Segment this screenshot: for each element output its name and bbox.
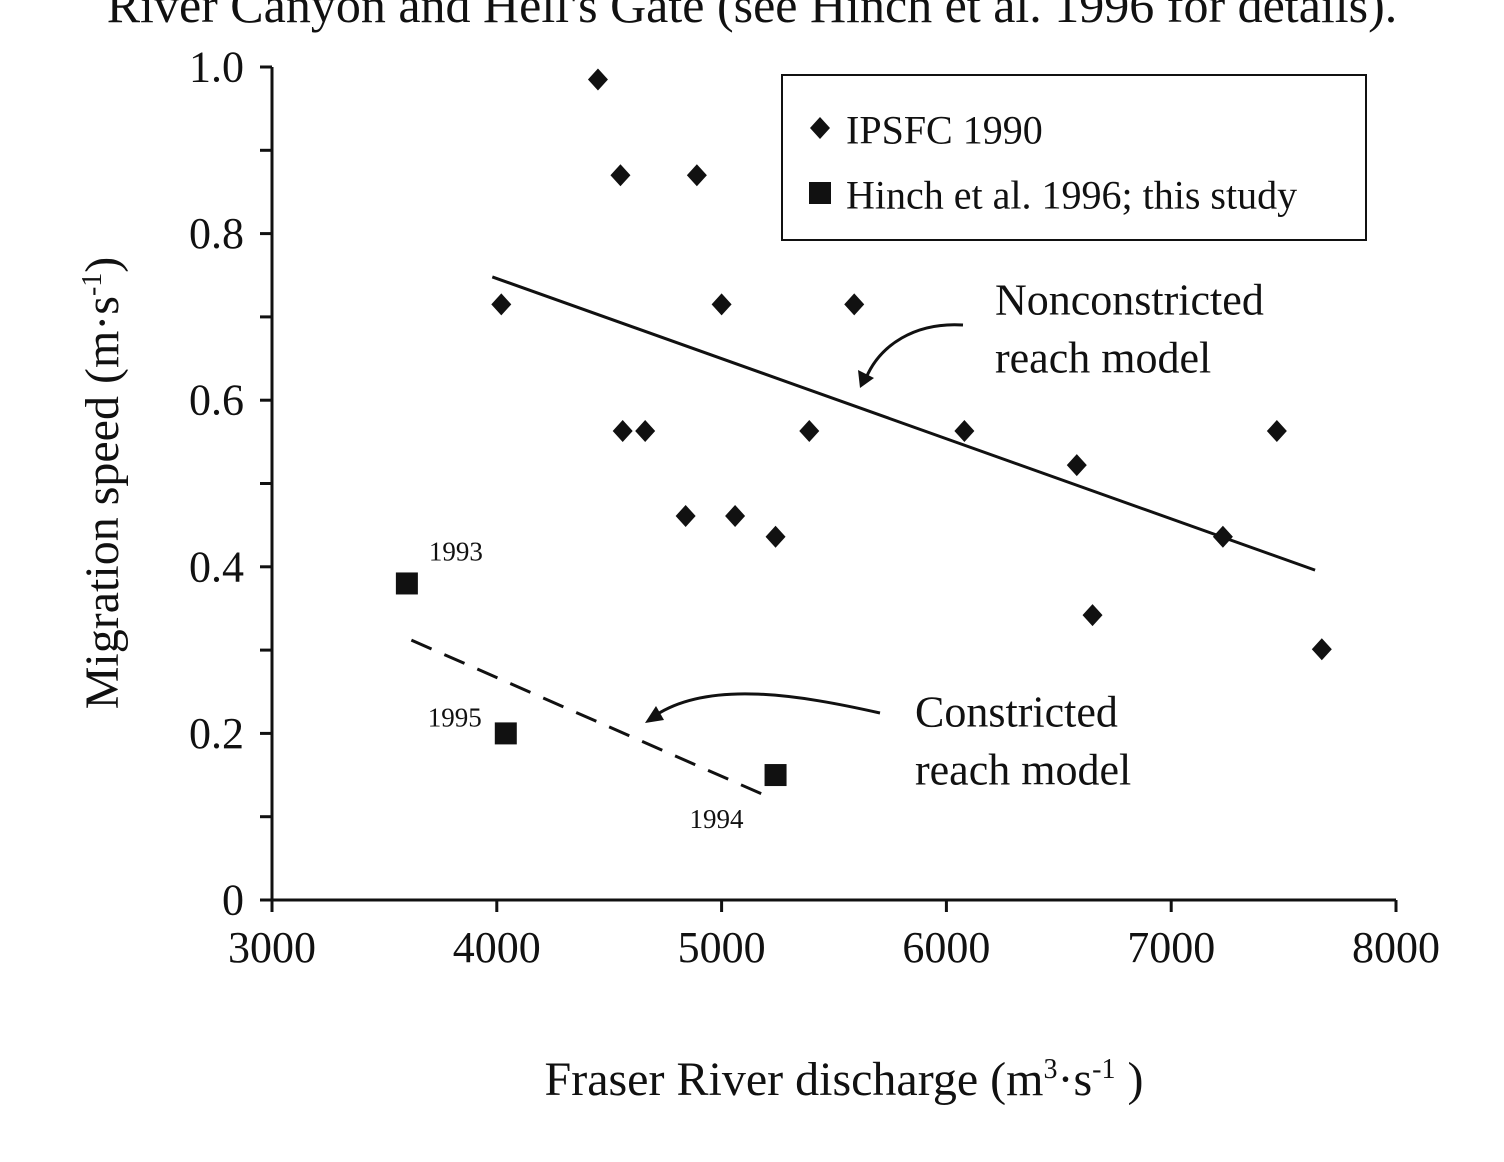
annotation: reach model bbox=[995, 334, 1211, 383]
annotation-arrow bbox=[864, 323, 964, 379]
x-axis-label-part: ) bbox=[1115, 1053, 1143, 1106]
diamond-marker bbox=[799, 420, 820, 443]
y-tick-label: 0.6 bbox=[189, 376, 244, 425]
diamond-marker bbox=[686, 164, 707, 187]
x-tick-label: 3000 bbox=[228, 923, 316, 972]
y-axis-label-part: ) bbox=[76, 257, 129, 273]
diamond-marker bbox=[1066, 454, 1087, 477]
x-tick-label: 8000 bbox=[1352, 923, 1440, 972]
x-tick-label: 7000 bbox=[1127, 923, 1215, 972]
x-tick-label: 5000 bbox=[678, 923, 766, 972]
y-axis-label: Migration speed (m·s-1) bbox=[76, 257, 129, 710]
diamond-marker bbox=[711, 293, 732, 316]
point-label: 1994 bbox=[690, 804, 745, 834]
point-label: 1995 bbox=[428, 702, 482, 732]
diamond-marker bbox=[610, 164, 631, 187]
diamond-marker bbox=[1212, 525, 1233, 548]
legend-box bbox=[781, 74, 1367, 241]
diamond-marker bbox=[1311, 638, 1332, 661]
y-tick-label: 1.0 bbox=[189, 43, 244, 92]
x-axis-label: Fraser River discharge (m3·s-1 ) bbox=[545, 1053, 1144, 1106]
x-axis-label-part: 3 bbox=[1043, 1054, 1057, 1085]
diamond-marker bbox=[765, 525, 786, 548]
x-axis-label-part: ·s bbox=[1057, 1053, 1092, 1106]
y-tick-label: 0.2 bbox=[189, 709, 244, 758]
y-tick-label: 0.4 bbox=[189, 542, 244, 591]
x-tick-label: 4000 bbox=[453, 923, 541, 972]
square-marker bbox=[494, 722, 517, 745]
trend-line bbox=[491, 275, 1316, 572]
x-axis-label-part: Fraser River discharge (m bbox=[545, 1053, 1044, 1106]
diamond-marker bbox=[954, 420, 975, 443]
x-tick-label: 6000 bbox=[902, 923, 990, 972]
y-axis-label-part: Migration speed (m·s bbox=[76, 296, 129, 709]
trend-line bbox=[410, 638, 765, 797]
annotation: Nonconstricted bbox=[995, 276, 1264, 325]
square-marker bbox=[764, 764, 787, 787]
diamond-marker bbox=[635, 420, 656, 443]
y-tick-label: 0.8 bbox=[189, 209, 244, 258]
diamond-marker bbox=[844, 293, 865, 316]
square-marker bbox=[395, 572, 418, 595]
legend-marker bbox=[809, 182, 831, 204]
diamond-marker bbox=[725, 504, 746, 527]
y-tick-label: 0 bbox=[222, 876, 244, 925]
diamond-marker bbox=[675, 504, 696, 527]
annotation-arrow bbox=[655, 692, 881, 717]
annotation: Constricted bbox=[915, 688, 1118, 737]
annotation: reach model bbox=[915, 746, 1131, 795]
diamond-marker bbox=[587, 68, 608, 91]
legend-label: Hinch et al. 1996; this study bbox=[846, 173, 1297, 218]
diamond-marker bbox=[491, 293, 512, 316]
arrowhead bbox=[645, 706, 664, 723]
caption: River Canyon and Hell's Gate (see Hinch … bbox=[107, 0, 1398, 33]
y-axis-label-part: -1 bbox=[77, 273, 108, 296]
diamond-marker bbox=[612, 420, 633, 443]
diamond-marker bbox=[1266, 420, 1287, 443]
legend-marker bbox=[810, 117, 830, 139]
x-axis-label-part: -1 bbox=[1092, 1054, 1115, 1085]
arrowhead bbox=[858, 370, 874, 388]
diamond-marker bbox=[1082, 604, 1103, 627]
point-label: 1993 bbox=[429, 536, 483, 566]
legend-label: IPSFC 1990 bbox=[846, 108, 1043, 153]
